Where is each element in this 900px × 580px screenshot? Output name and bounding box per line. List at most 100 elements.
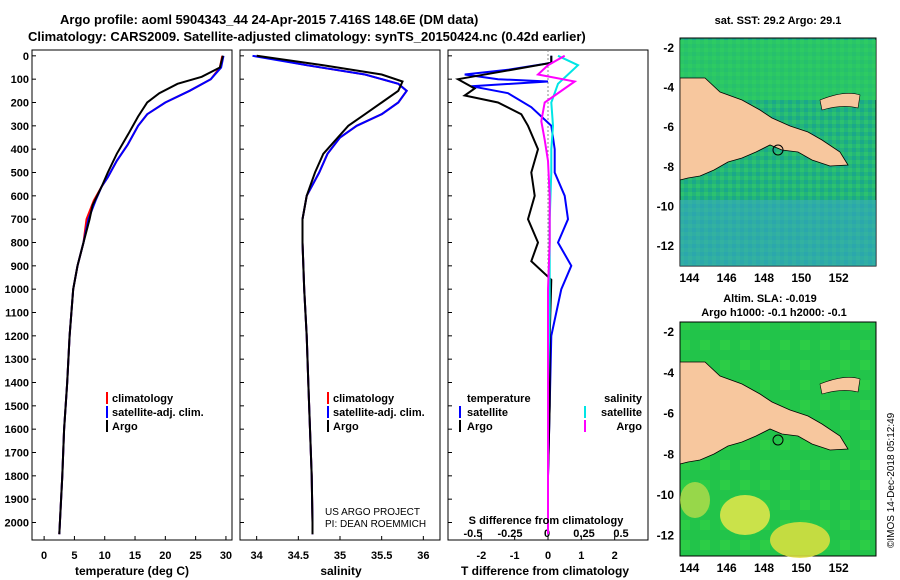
series-line-climatology — [58, 55, 224, 535]
series-line-satellite-adj-clim- — [58, 55, 225, 535]
depth-tick-label: 1200 — [5, 331, 29, 343]
pi-annotation: PI: DEAN ROEMMICH — [325, 519, 426, 530]
argo-position-marker — [772, 434, 784, 446]
legend-satellite-adj: satellite-adj. clim. — [333, 407, 425, 419]
map-lon-tick: 146 — [717, 561, 737, 575]
salinity-legend: climatology satellite-adj. clim. Argo — [327, 392, 425, 433]
depth-tick-label: 1700 — [5, 448, 29, 460]
land-new-guinea — [679, 361, 849, 465]
t-difference-axis-label: T difference from climatology — [461, 564, 629, 578]
salinity-panel-frame — [239, 49, 441, 541]
x-tick-label: -2 — [476, 550, 486, 562]
s-diff-tick-label: 0.25 — [573, 528, 594, 540]
legend-t-argo: Argo — [467, 421, 493, 433]
legend-climatology: climatology — [112, 393, 174, 405]
depth-tick-label: 1000 — [5, 284, 29, 296]
difference-legend: temperature satellite Argo salinity sate… — [459, 393, 643, 433]
depth-tick-label: 0 — [23, 51, 29, 63]
depth-tick-label: 1400 — [5, 378, 29, 390]
x-tick-label: 35.5 — [371, 550, 392, 562]
temperature-axis-label: temperature (deg C) — [75, 564, 189, 578]
depth-tick-label: 400 — [11, 144, 29, 156]
series-line-s-satellite — [547, 54, 580, 535]
x-tick-label: 20 — [159, 550, 171, 562]
map-lat-tick: -8 — [663, 160, 674, 174]
depth-tick-label: 200 — [11, 98, 29, 110]
depth-tick-label: 100 — [11, 74, 29, 86]
map-lat-tick: -4 — [663, 366, 674, 380]
temperature-legend: climatology satellite-adj. clim. Argo — [106, 392, 204, 433]
depth-tick-label: 700 — [11, 214, 29, 226]
salinity-axis-label: salinity — [320, 564, 362, 578]
argo-position-marker — [772, 144, 784, 156]
map-lon-tick: 148 — [754, 561, 774, 575]
legend-satellite-adj: satellite-adj. clim. — [112, 407, 204, 419]
series-line-satellite-adj-clim- — [252, 54, 409, 535]
map-lat-tick: -10 — [657, 200, 675, 214]
legend-s-argo: Argo — [616, 421, 642, 433]
sst-map-title: sat. SST: 29.2 Argo: 29.1 — [715, 15, 842, 27]
depth-tick-label: 900 — [11, 261, 29, 273]
series-line-argo — [58, 55, 224, 535]
x-tick-label: -1 — [510, 550, 520, 562]
depth-tick-label: 1900 — [5, 494, 29, 506]
x-tick-label: 30 — [220, 550, 232, 562]
x-tick-label: 25 — [190, 550, 202, 562]
series-line-climatology — [256, 54, 409, 535]
x-tick-label: 34 — [251, 550, 264, 562]
x-tick-label: 35 — [334, 550, 346, 562]
sla-map-subtitle: Argo h1000: -0.1 h2000: -0.1 — [701, 307, 847, 319]
x-tick-label: 2 — [612, 550, 618, 562]
plot-title-line1: Argo profile: aoml 5904343_44 24-Apr-201… — [60, 12, 479, 27]
depth-tick-label: 2000 — [5, 518, 29, 530]
x-tick-label: 5 — [71, 550, 77, 562]
s-diff-tick-label: -0.25 — [497, 528, 522, 540]
depth-tick-label: 300 — [11, 121, 29, 133]
sla-map — [679, 321, 877, 558]
legend-s-satellite: satellite — [601, 407, 642, 419]
map-lat-tick: -2 — [663, 41, 674, 55]
x-tick-label: 36 — [417, 550, 429, 562]
series-line-t-argo — [455, 55, 553, 535]
map-lat-tick: -10 — [657, 488, 675, 502]
legend-climatology: climatology — [333, 393, 395, 405]
sla-map-title: Altim. SLA: -0.019 — [723, 293, 817, 305]
map-lon-tick: 152 — [829, 271, 849, 285]
sst-map — [679, 37, 877, 267]
land-new-guinea — [679, 77, 849, 181]
depth-tick-label: 600 — [11, 191, 29, 203]
depth-tick-label: 500 — [11, 168, 29, 180]
map-lon-tick: 144 — [679, 561, 699, 575]
x-tick-label: 34.5 — [288, 550, 309, 562]
map-lon-tick: 150 — [791, 561, 811, 575]
map-lon-tick: 150 — [791, 271, 811, 285]
map-lat-tick: -6 — [663, 407, 674, 421]
map-lat-tick: -12 — [657, 239, 675, 253]
plot-title-line2: Climatology: CARS2009. Satellite-adjuste… — [28, 29, 586, 44]
map-lon-tick: 144 — [679, 271, 699, 285]
legend-salinity-title: salinity — [604, 393, 643, 405]
x-tick-label: 10 — [99, 550, 111, 562]
depth-tick-label: 1500 — [5, 401, 29, 413]
x-tick-label: 15 — [129, 550, 141, 562]
map-lat-tick: -12 — [657, 529, 675, 543]
project-annotation: US ARGO PROJECT — [325, 507, 420, 518]
legend-argo: Argo — [333, 421, 359, 433]
map-lon-tick: 146 — [717, 271, 737, 285]
imos-footer: ©IMOS 14-Dec-2018 05:12:49 — [886, 412, 897, 548]
x-tick-label: 0 — [41, 550, 47, 562]
series-line-argo — [256, 54, 404, 535]
map-lat-tick: -8 — [663, 447, 674, 461]
depth-tick-label: 1100 — [5, 308, 29, 320]
legend-t-satellite: satellite — [467, 407, 508, 419]
map-lat-tick: -6 — [663, 120, 674, 134]
series-line-s-argo — [535, 54, 578, 535]
temperature-panel-frame — [31, 49, 233, 541]
series-line-t-satellite — [464, 55, 573, 535]
map-lon-tick: 148 — [754, 271, 774, 285]
legend-temperature-title: temperature — [467, 393, 531, 405]
depth-tick-label: 1300 — [5, 354, 29, 366]
map-lon-tick: 152 — [829, 561, 849, 575]
depth-tick-label: 1600 — [5, 424, 29, 436]
